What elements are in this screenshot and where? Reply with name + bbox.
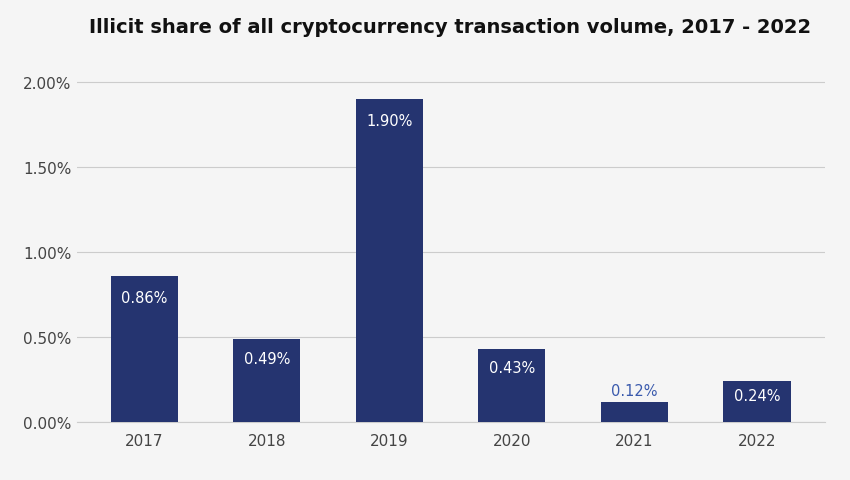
Text: 0.86%: 0.86%: [121, 290, 167, 305]
Text: 0.24%: 0.24%: [734, 388, 780, 403]
Title: Illicit share of all cryptocurrency transaction volume, 2017 - 2022: Illicit share of all cryptocurrency tran…: [89, 18, 812, 36]
Text: 0.49%: 0.49%: [244, 352, 290, 367]
Text: 0.12%: 0.12%: [611, 383, 658, 398]
Bar: [723, 382, 791, 422]
Bar: [478, 349, 546, 422]
Text: 0.43%: 0.43%: [489, 360, 535, 375]
Bar: [601, 402, 668, 422]
Bar: [233, 339, 300, 422]
Bar: [355, 100, 423, 422]
Text: 1.90%: 1.90%: [366, 114, 412, 129]
Bar: [110, 276, 178, 422]
